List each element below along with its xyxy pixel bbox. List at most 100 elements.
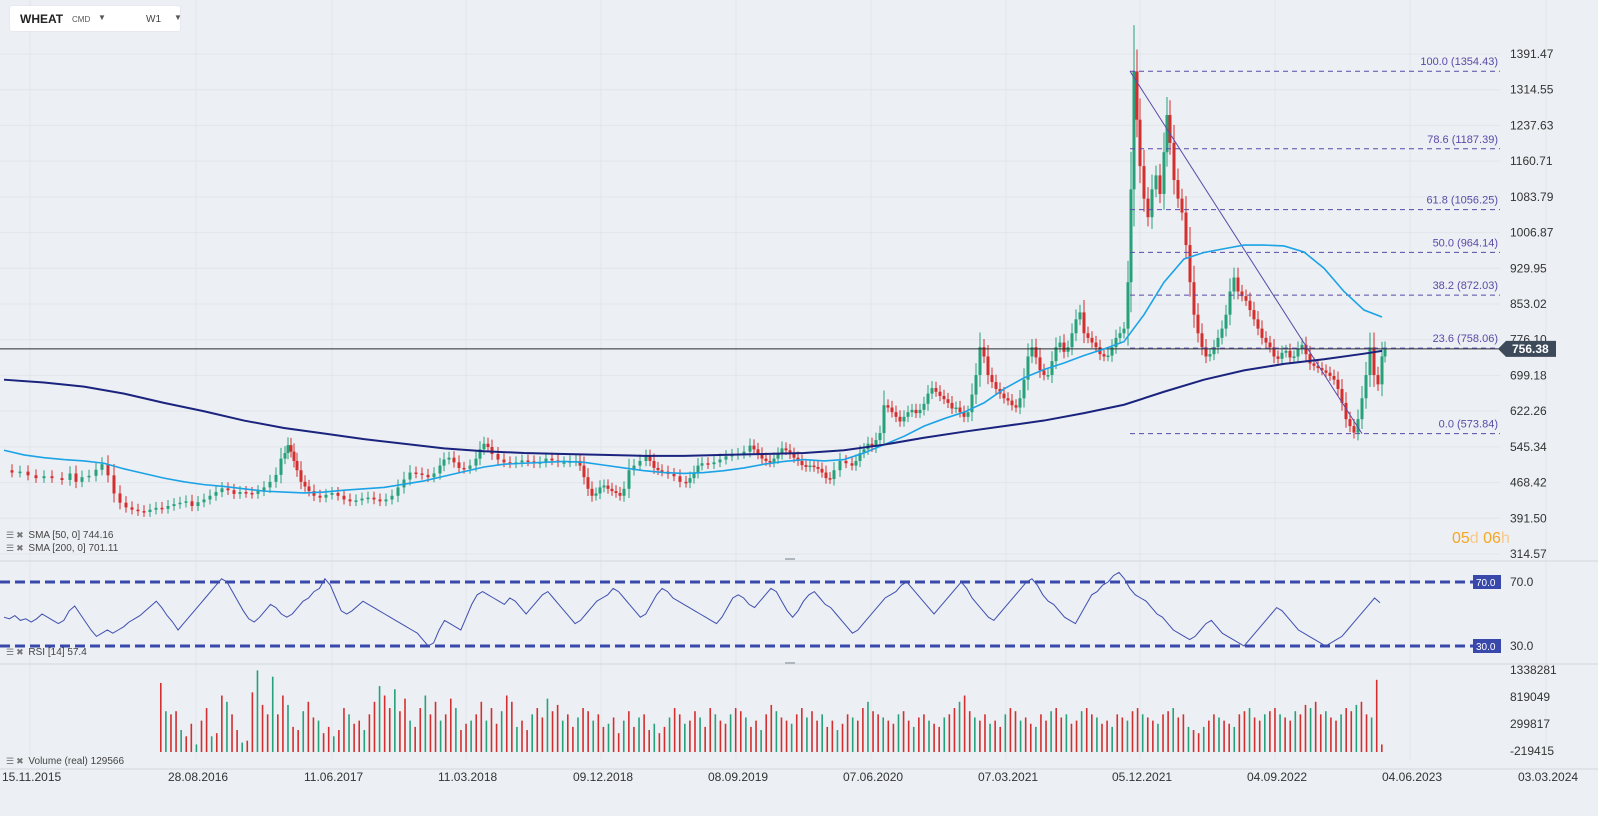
settings-icon[interactable]: ☰ bbox=[6, 530, 15, 540]
candle-down bbox=[1184, 212, 1188, 246]
candle-down bbox=[1332, 375, 1336, 380]
candle-down bbox=[800, 460, 804, 466]
candle-down bbox=[914, 409, 918, 414]
volume-bar bbox=[658, 733, 661, 752]
chevron-down-icon[interactable]: ▼ bbox=[98, 13, 106, 22]
volume-bar bbox=[1238, 714, 1241, 752]
candle-down bbox=[820, 468, 824, 473]
volume-bar bbox=[175, 711, 177, 752]
candle-down bbox=[136, 509, 140, 512]
candle-up bbox=[94, 469, 98, 476]
price-tick-label: 1083.79 bbox=[1510, 190, 1554, 204]
panel-resize-handle bbox=[785, 558, 795, 560]
volume-legend[interactable]: ☰ ✖ Volume (real) 129566 bbox=[6, 756, 124, 767]
candle-down bbox=[1196, 314, 1200, 334]
candle-down bbox=[1042, 370, 1046, 376]
price-tick-label: 622.26 bbox=[1510, 404, 1547, 418]
volume-bar bbox=[1157, 723, 1159, 752]
symbol-selector[interactable]: WHEAT CMD ▼ W1 ▼ bbox=[10, 6, 182, 31]
volume-bar bbox=[989, 723, 991, 752]
candle-up bbox=[178, 502, 182, 505]
candle-up bbox=[1232, 277, 1236, 292]
candle-down bbox=[1340, 388, 1344, 403]
volume-bar bbox=[1375, 679, 1378, 752]
close-icon[interactable]: ✖ bbox=[16, 543, 24, 553]
volume-bar bbox=[1284, 717, 1286, 752]
volume-bar bbox=[907, 720, 910, 752]
candle-down bbox=[606, 485, 610, 489]
candle-down bbox=[1256, 319, 1260, 329]
candle-down bbox=[1252, 310, 1256, 320]
volume-bar bbox=[597, 714, 600, 752]
close-icon[interactable]: ✖ bbox=[16, 530, 24, 540]
fibonacci-retracement: 100.0 (1354.43) 78.6 (1187.39) 61.8 (1056.… bbox=[1129, 56, 1500, 435]
candle-down bbox=[886, 405, 890, 408]
volume-bar bbox=[648, 730, 650, 752]
chevron-down-icon[interactable]: ▼ bbox=[174, 13, 182, 22]
sma50-legend[interactable]: ☰ ✖ SMA [50, 0] 744.16 bbox=[6, 530, 113, 541]
timeframe-selector[interactable]: W1 bbox=[146, 14, 161, 25]
volume-bar bbox=[1243, 711, 1246, 752]
candle-up bbox=[279, 458, 283, 475]
volume-bar bbox=[561, 720, 564, 752]
fib-level-label: 38.2 (872.03) bbox=[1433, 280, 1498, 292]
volume-bar bbox=[312, 717, 315, 752]
settings-icon[interactable]: ☰ bbox=[6, 543, 15, 553]
volume-bar bbox=[1233, 726, 1236, 752]
volume-bar bbox=[826, 726, 829, 752]
date-tick-label: 04.06.2023 bbox=[1382, 770, 1442, 784]
price-tick-label: 314.57 bbox=[1510, 547, 1547, 561]
candle-up bbox=[1296, 349, 1300, 357]
close-icon[interactable]: ✖ bbox=[16, 756, 24, 766]
volume-bar bbox=[551, 711, 554, 752]
settings-icon[interactable]: ☰ bbox=[6, 756, 15, 766]
volume-bar bbox=[1070, 723, 1073, 752]
candle-up bbox=[396, 487, 400, 496]
volume-bar bbox=[801, 708, 803, 752]
candle-up bbox=[1292, 356, 1296, 358]
volume-bar bbox=[958, 701, 961, 752]
candle-up bbox=[638, 460, 642, 466]
candle-down bbox=[578, 460, 582, 466]
candle-down bbox=[1352, 426, 1356, 433]
candle-down bbox=[1244, 296, 1248, 301]
candle-down bbox=[1034, 347, 1038, 358]
candle-up bbox=[330, 492, 334, 495]
volume-bar bbox=[1253, 717, 1256, 752]
volume-bar bbox=[678, 714, 681, 752]
close-icon[interactable]: ✖ bbox=[16, 647, 24, 657]
volume-bar bbox=[1004, 714, 1007, 752]
candle-down bbox=[124, 502, 128, 508]
candle-up bbox=[808, 465, 812, 468]
volume-bar bbox=[862, 708, 864, 752]
candle-down bbox=[1312, 363, 1316, 366]
volume-bar bbox=[327, 726, 330, 752]
candle-down bbox=[1328, 372, 1332, 376]
candle-down bbox=[652, 460, 656, 468]
volume-bar bbox=[302, 711, 305, 752]
rsi-legend[interactable]: ☰ ✖ RSI [14] 57.4 bbox=[6, 647, 87, 658]
price-tick-label: 1006.87 bbox=[1510, 226, 1554, 240]
candle-down bbox=[526, 460, 530, 462]
rsi-tick-label: 30.0 bbox=[1510, 639, 1534, 653]
candle-down bbox=[1180, 198, 1184, 213]
settings-icon[interactable]: ☰ bbox=[6, 647, 15, 657]
volume-bar bbox=[704, 726, 706, 752]
candle-down bbox=[764, 458, 768, 461]
date-tick-label: 09.12.2018 bbox=[573, 770, 633, 784]
volume-bar bbox=[1085, 708, 1088, 752]
candle-up bbox=[594, 493, 598, 496]
candle-up bbox=[1228, 291, 1232, 315]
symbol-name[interactable]: WHEAT bbox=[20, 12, 64, 26]
volume-bar bbox=[317, 720, 320, 752]
volume-bar bbox=[1029, 723, 1032, 752]
volume-bar bbox=[460, 730, 462, 752]
sma200-legend[interactable]: ☰ ✖ SMA [200, 0] 701.11 bbox=[6, 543, 118, 554]
volume-bar bbox=[668, 717, 671, 752]
price-tick-label: 545.34 bbox=[1510, 440, 1547, 454]
volume-bar bbox=[1208, 720, 1210, 752]
volume-bar bbox=[495, 723, 498, 752]
panel-resize-handle bbox=[785, 662, 795, 664]
x-grid bbox=[0, 558, 1598, 665]
